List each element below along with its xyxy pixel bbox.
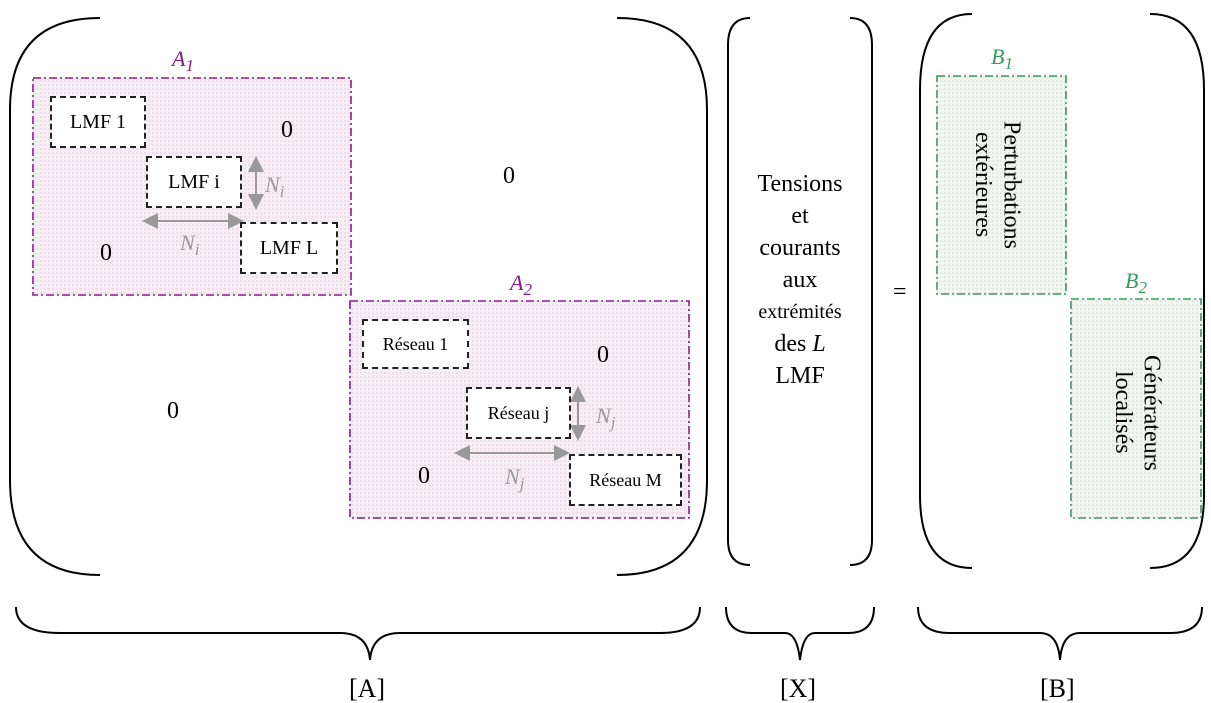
brace-a [15,606,701,661]
b1-text: Perturbations extérieures [968,100,1026,270]
block-b1-label: B1 [991,44,1013,73]
brace-b [917,606,1203,661]
lmf-l-box: LMF L [240,222,338,274]
a-offdiag-lower-zero: 0 [167,398,179,424]
reseau-m-box: Réseau M [569,454,682,506]
block-b2 [1070,298,1202,519]
equals-sign: = [893,279,907,305]
x-line-2: et [791,203,809,229]
reseau-1-box: Réseau 1 [362,319,469,369]
a2-lower-zero: 0 [418,463,430,489]
b1-text-line-1: Perturbations [998,121,1025,249]
reseau-j-box: Réseau j [466,387,571,439]
x-line-7: LMF [775,363,825,389]
vector-b-right-paren [1149,13,1205,569]
x-line-5: extrémités [758,301,842,323]
a1-lower-zero: 0 [100,240,112,266]
label-x: [X] [780,674,817,703]
block-b1 [936,75,1067,295]
vector-x-right-paren [849,17,873,566]
vector-x-content: Tensions et courants aux extrémités des … [726,168,874,392]
a1-horizontal-dim-label: Ni [180,230,200,259]
lmf-1-box: LMF 1 [50,96,146,148]
label-b: [B] [1040,674,1075,703]
block-a2-label: A2 [510,270,532,299]
matrix-a-left-paren [9,17,101,576]
b2-text-line-1: Générateurs [1138,354,1165,471]
a2-vertical-dim-label: Nj [596,403,616,432]
vector-b-left-paren [919,13,973,569]
label-a: [A] [349,674,386,703]
block-b2-label: B2 [1125,268,1147,297]
x-line-4: aux [782,267,818,293]
x-line-6: des L [774,331,826,357]
b2-text: Générateurs localisés [1108,330,1166,495]
x-line-3: courants [759,235,841,261]
x-line-1: Tensions [757,171,843,197]
a2-horizontal-dim-label: Nj [505,464,525,493]
lmf-i-box: LMF i [146,156,242,208]
a-offdiag-upper-zero: 0 [503,163,515,189]
brace-x [725,606,875,661]
a1-vertical-dim-label: Ni [265,172,285,201]
b2-text-line-2: localisés [1109,371,1136,454]
a2-upper-zero: 0 [597,342,609,368]
vector-x-left-paren [727,17,751,566]
b1-text-line-2: extérieures [969,132,996,238]
block-a1-label: A1 [172,46,194,75]
matrix-a-right-paren [616,17,708,576]
a1-upper-zero: 0 [281,117,293,143]
